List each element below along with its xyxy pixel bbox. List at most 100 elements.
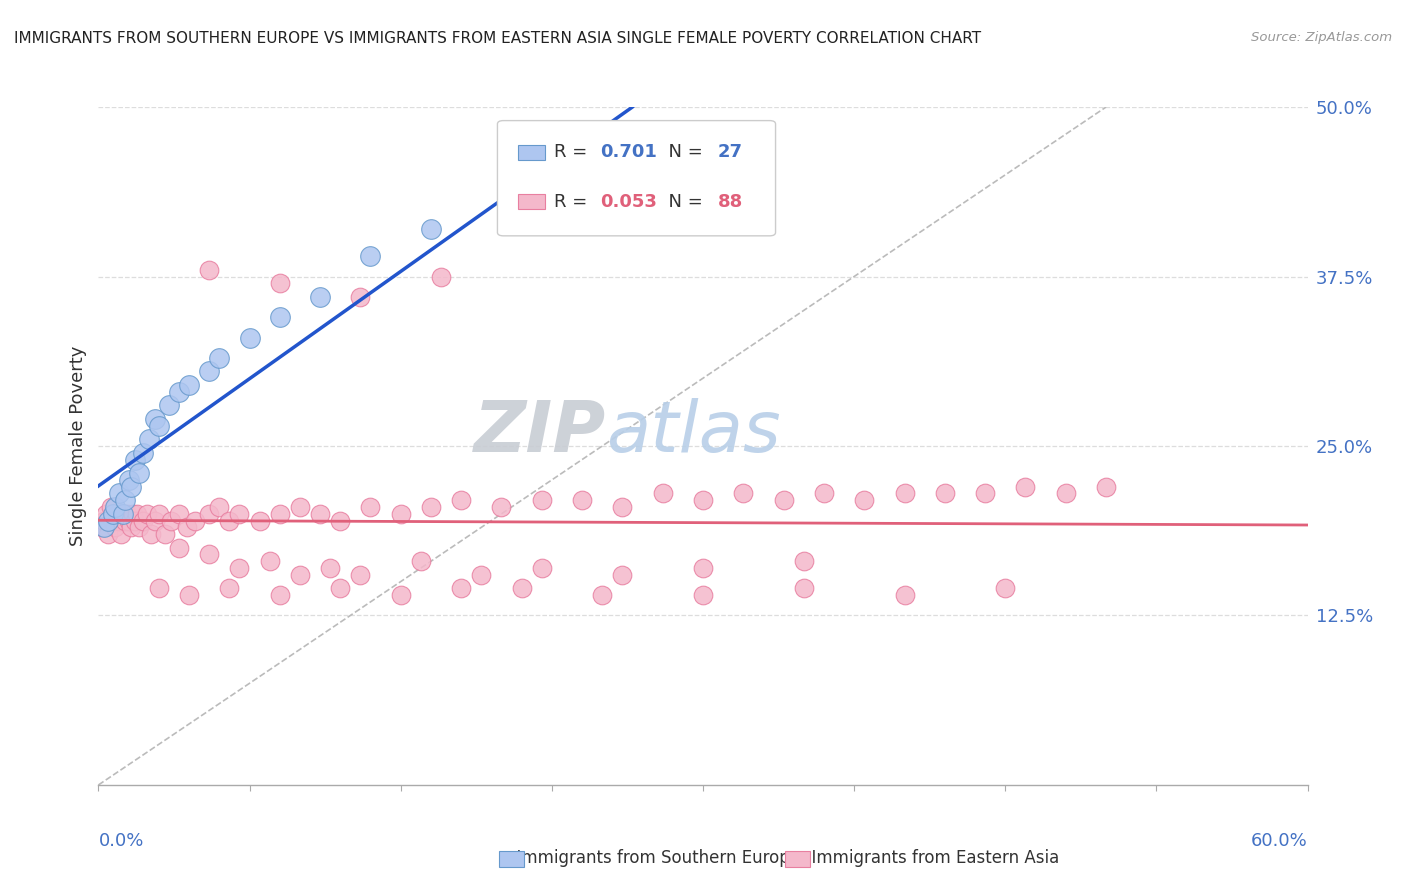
Text: R =: R = bbox=[554, 144, 593, 161]
Point bbox=[198, 507, 221, 521]
FancyBboxPatch shape bbox=[498, 120, 776, 235]
Point bbox=[934, 486, 956, 500]
Point bbox=[409, 554, 432, 568]
Point bbox=[97, 514, 120, 528]
Point bbox=[107, 514, 129, 528]
Point bbox=[198, 262, 221, 277]
Point bbox=[120, 520, 142, 534]
Point bbox=[349, 567, 371, 582]
Point bbox=[110, 527, 132, 541]
Point bbox=[218, 582, 240, 596]
Point bbox=[269, 507, 291, 521]
Point bbox=[450, 582, 472, 596]
Point bbox=[269, 277, 291, 291]
Point bbox=[994, 582, 1017, 596]
Point bbox=[510, 582, 533, 596]
Point bbox=[125, 507, 148, 521]
Point bbox=[167, 541, 190, 555]
Text: N =: N = bbox=[657, 144, 709, 161]
Point bbox=[349, 290, 371, 304]
Point bbox=[153, 527, 176, 541]
Point bbox=[115, 507, 138, 521]
Point bbox=[571, 493, 593, 508]
Point bbox=[510, 188, 533, 202]
Point bbox=[148, 507, 170, 521]
Text: 0.701: 0.701 bbox=[600, 144, 657, 161]
Text: 88: 88 bbox=[717, 193, 742, 211]
Point bbox=[103, 500, 125, 514]
Point bbox=[329, 514, 352, 528]
Point bbox=[132, 446, 155, 460]
Point bbox=[132, 514, 155, 528]
Point bbox=[420, 500, 443, 514]
Point bbox=[612, 500, 634, 514]
Point bbox=[101, 514, 124, 528]
Point bbox=[893, 588, 915, 602]
Point bbox=[974, 486, 997, 500]
Text: Immigrants from Eastern Asia: Immigrants from Eastern Asia bbox=[801, 849, 1060, 867]
Point bbox=[128, 466, 150, 480]
Point bbox=[93, 520, 115, 534]
Text: 60.0%: 60.0% bbox=[1251, 832, 1308, 850]
Point bbox=[148, 582, 170, 596]
Y-axis label: Single Female Poverty: Single Female Poverty bbox=[69, 346, 87, 546]
Point bbox=[179, 588, 201, 602]
Point bbox=[360, 249, 382, 263]
Point bbox=[309, 290, 332, 304]
Text: 0.0%: 0.0% bbox=[98, 832, 143, 850]
Point bbox=[389, 507, 412, 521]
Point bbox=[228, 561, 250, 575]
Point bbox=[97, 527, 120, 541]
Point bbox=[470, 567, 492, 582]
Text: 27: 27 bbox=[717, 144, 742, 161]
Point bbox=[692, 588, 714, 602]
Point bbox=[1014, 480, 1036, 494]
Point bbox=[259, 554, 281, 568]
Point bbox=[121, 507, 143, 521]
FancyBboxPatch shape bbox=[517, 145, 544, 160]
Point bbox=[138, 432, 160, 446]
Point bbox=[228, 507, 250, 521]
Point bbox=[530, 561, 553, 575]
Text: atlas: atlas bbox=[606, 398, 780, 467]
FancyBboxPatch shape bbox=[517, 194, 544, 210]
Point bbox=[184, 514, 207, 528]
Point bbox=[143, 412, 166, 426]
Point bbox=[139, 527, 162, 541]
Point bbox=[143, 514, 166, 528]
Point bbox=[218, 514, 240, 528]
Text: Immigrants from Southern Europe: Immigrants from Southern Europe bbox=[506, 849, 800, 867]
Point bbox=[114, 514, 136, 528]
Point bbox=[111, 507, 134, 521]
Point bbox=[118, 514, 141, 528]
Point bbox=[772, 493, 794, 508]
Point bbox=[118, 473, 141, 487]
Point bbox=[793, 554, 815, 568]
Point bbox=[208, 500, 231, 514]
Point bbox=[114, 493, 136, 508]
Point bbox=[612, 567, 634, 582]
Point bbox=[450, 493, 472, 508]
Point bbox=[420, 222, 443, 236]
Point bbox=[111, 507, 134, 521]
Point bbox=[1095, 480, 1118, 494]
Point bbox=[853, 493, 876, 508]
Point bbox=[309, 507, 332, 521]
Point bbox=[105, 507, 128, 521]
Point bbox=[91, 520, 114, 534]
Point bbox=[103, 520, 125, 534]
Point bbox=[128, 520, 150, 534]
Point bbox=[148, 418, 170, 433]
Point bbox=[692, 561, 714, 575]
Point bbox=[93, 514, 115, 528]
Point bbox=[288, 500, 311, 514]
Text: 0.053: 0.053 bbox=[600, 193, 657, 211]
Point bbox=[360, 500, 382, 514]
Point bbox=[319, 561, 342, 575]
Point bbox=[100, 500, 122, 514]
Point bbox=[198, 364, 221, 378]
Point bbox=[530, 493, 553, 508]
Point bbox=[288, 567, 311, 582]
Point bbox=[198, 548, 221, 562]
Point bbox=[124, 514, 146, 528]
